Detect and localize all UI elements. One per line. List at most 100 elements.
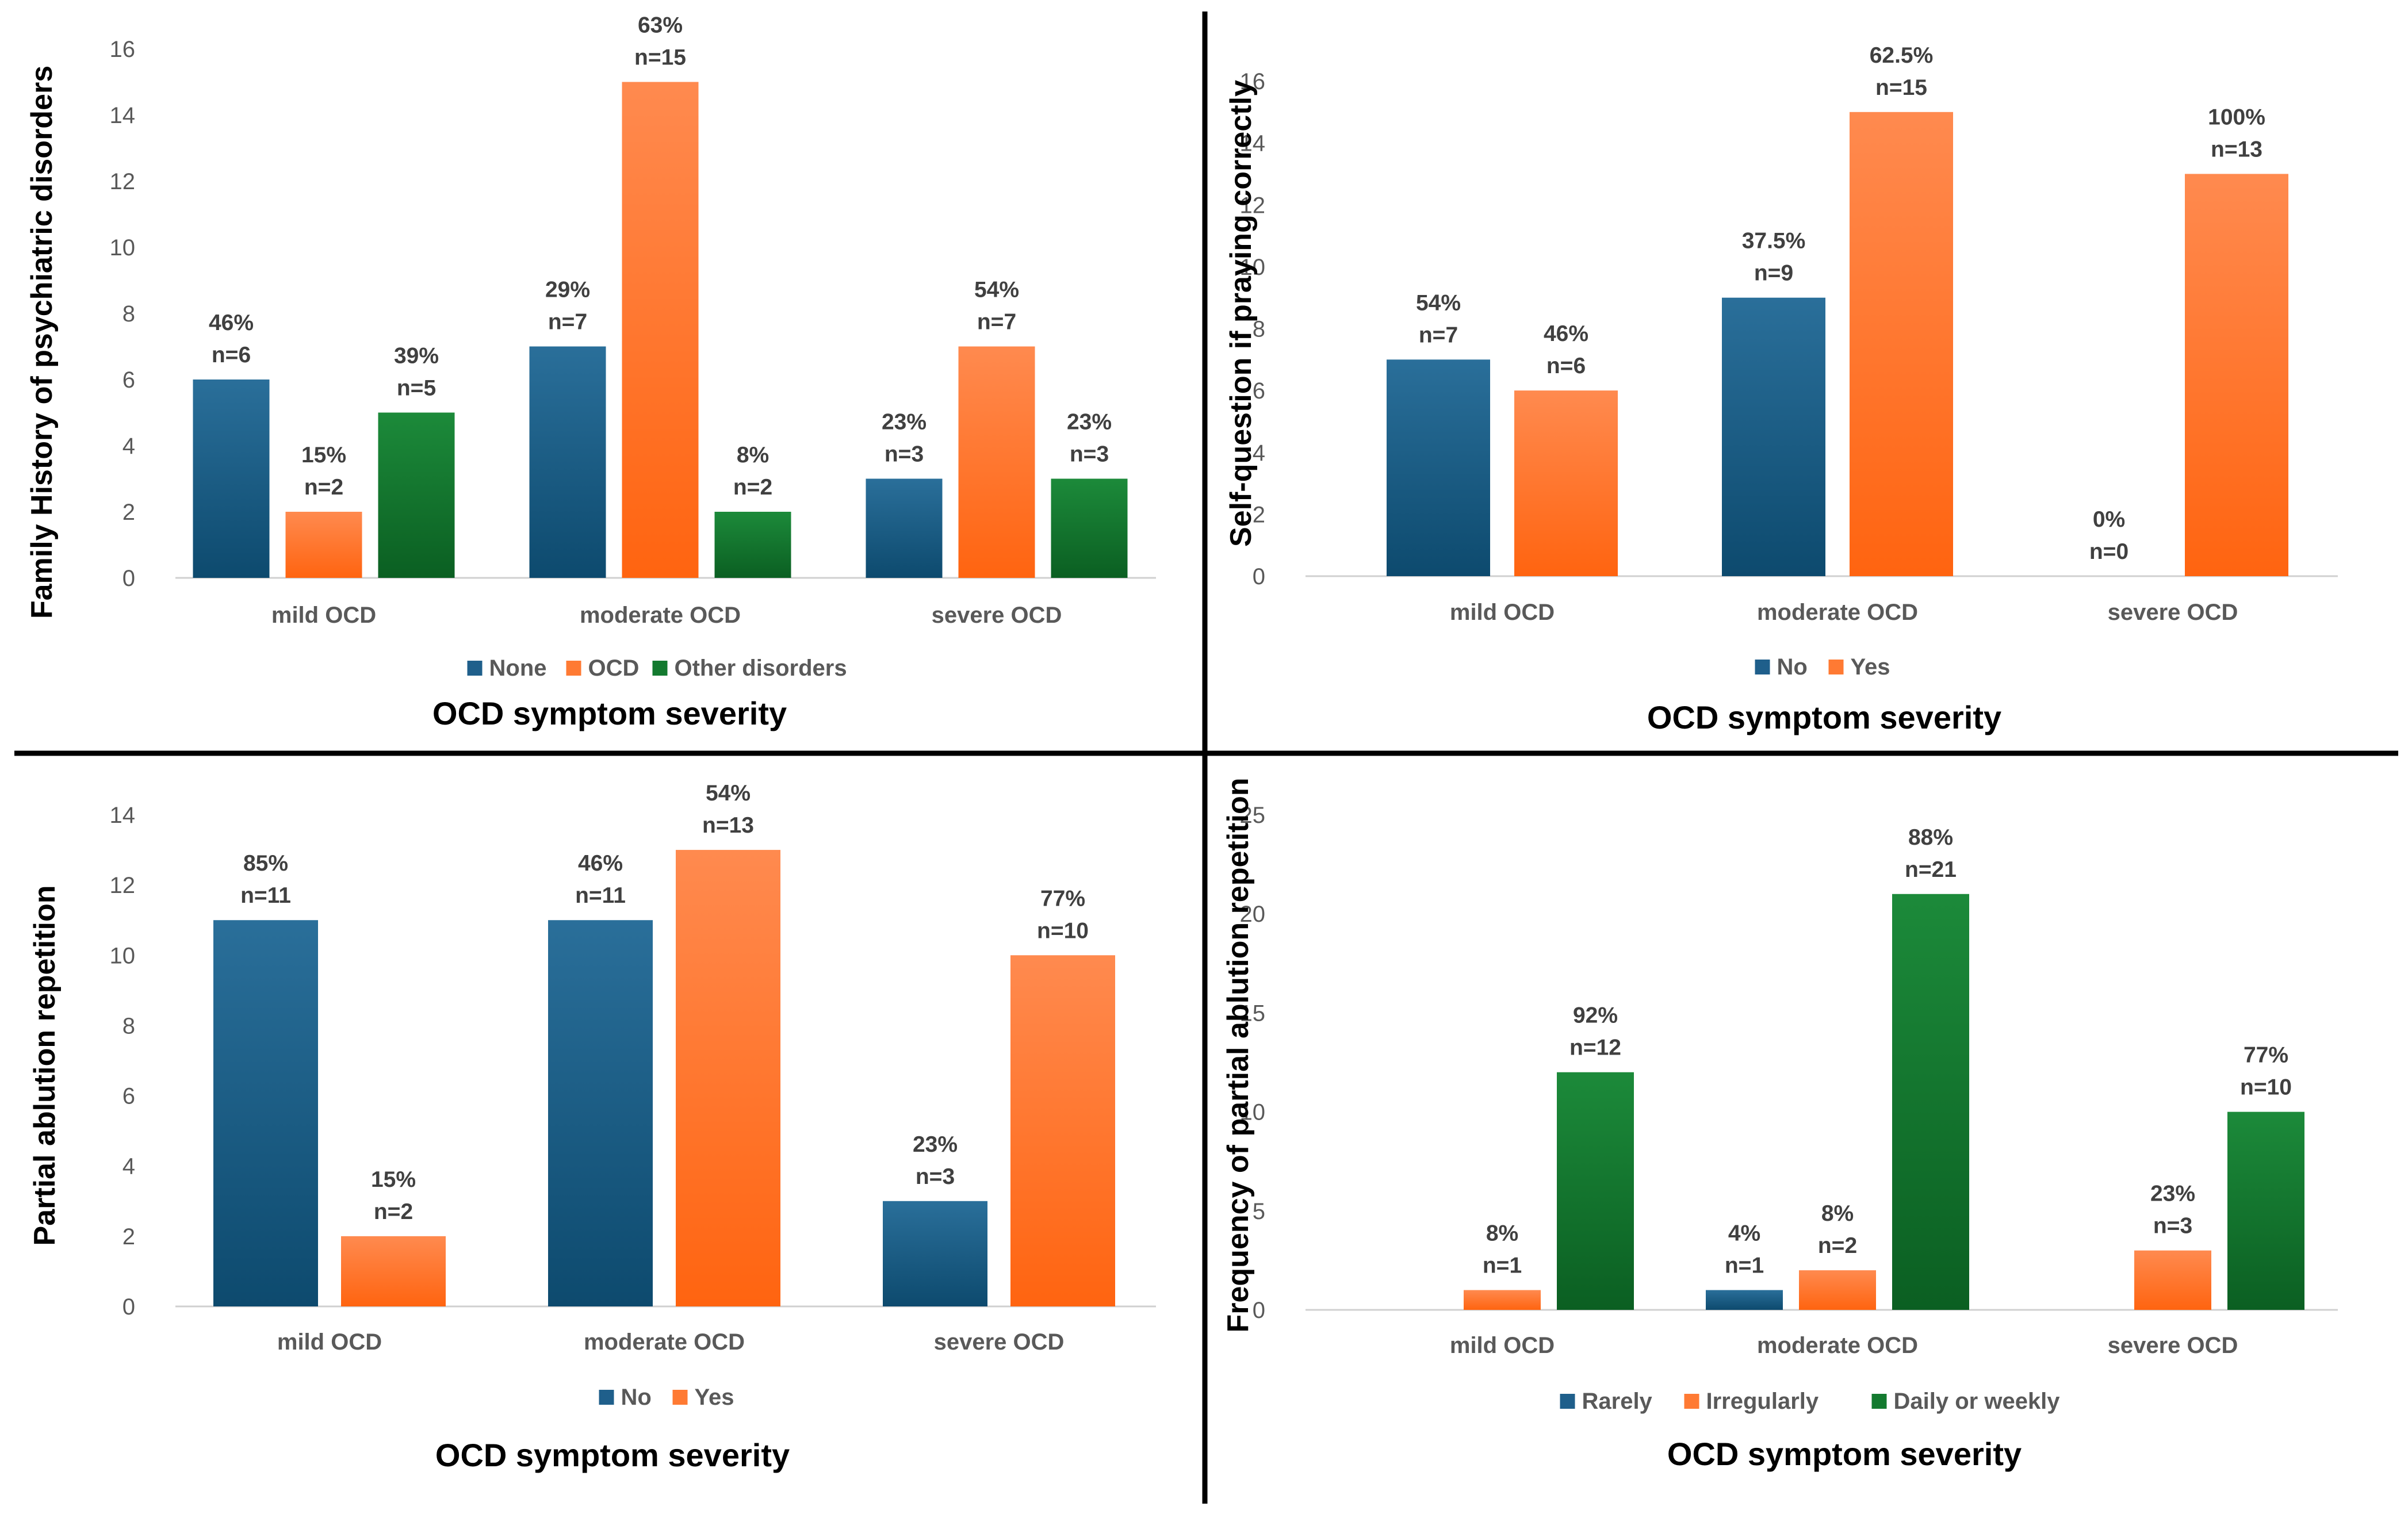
y-tick-label: 14 [1240, 131, 1266, 156]
bar-rarely [1706, 1290, 1783, 1310]
bar-no [213, 920, 318, 1306]
y-tick-label: 10 [1240, 1100, 1266, 1125]
legend-label: Daily or weekly [1894, 1389, 2061, 1414]
y-tick-label: 12 [110, 169, 136, 194]
x-category-label: moderate OCD [584, 1329, 745, 1355]
x-axis-title: OCD symptom severity [435, 1437, 790, 1473]
y-tick-label: 15 [1240, 1001, 1266, 1026]
y-axis-title: Frequency of partial ablution repetition [1222, 778, 1255, 1333]
data-label: 4% n=1 [1725, 1221, 1764, 1278]
chart-3: 0 2 4 6 8 10 12 14 Partial ablution repetition mi… [28, 781, 1156, 1473]
legend-label: Irregularly [1706, 1389, 1819, 1414]
legend-swatch [1560, 1394, 1575, 1409]
bar-other-disorders [1051, 478, 1128, 578]
y-tick-label: 2 [122, 1224, 135, 1249]
data-label: 77% n=10 [1037, 886, 1089, 943]
y-axis-title: Partial ablution repetition [28, 886, 62, 1246]
legend-swatch [1684, 1394, 1699, 1409]
y-tick-label: 12 [110, 873, 136, 898]
data-label: 15% n=2 [371, 1167, 416, 1224]
y-tick-label: 0 [1253, 1298, 1265, 1323]
y-tick-label: 4 [122, 1154, 135, 1179]
y-tick-label: 10 [1240, 255, 1266, 280]
legend-swatch [1828, 660, 1844, 674]
legend-label: Other disorders [675, 656, 847, 681]
legend-swatch [1871, 1394, 1887, 1409]
bar-other-disorders [714, 512, 791, 578]
x-category-label: mild OCD [1450, 600, 1555, 625]
legend-label: No [1777, 654, 1808, 680]
x-category-label: severe OCD [2108, 600, 2238, 625]
data-label: 23% n=3 [882, 410, 927, 467]
y-tick-label: 4 [1253, 440, 1265, 466]
bar-yes [341, 1236, 446, 1306]
bar-none [529, 346, 606, 578]
data-label: 46% n=6 [1544, 321, 1588, 378]
legend-label: Yes [1851, 654, 1890, 680]
y-tick-label: 14 [110, 103, 136, 128]
bar-yes [1514, 390, 1618, 576]
data-label: 100% n=13 [2208, 105, 2265, 162]
y-tick-label: 8 [122, 1013, 135, 1038]
x-axis-title: OCD symptom severity [432, 695, 787, 731]
data-label: 46% n=6 [209, 311, 254, 367]
legend: Rarely Irregularly Daily or weekly [1560, 1389, 2061, 1414]
data-label: 85% n=11 [240, 851, 291, 908]
data-label: 77% n=10 [2240, 1043, 2292, 1100]
data-label: 15% n=2 [301, 443, 346, 500]
data-label: 92% n=12 [1569, 1003, 1621, 1060]
legend: No Yes [599, 1385, 734, 1410]
bar-yes [1010, 955, 1115, 1306]
x-category-label: mild OCD [277, 1329, 382, 1355]
y-tick-label: 4 [122, 434, 135, 459]
legend-swatch [566, 661, 581, 676]
x-category-label: severe OCD [2108, 1333, 2238, 1358]
data-label: 39% n=5 [394, 344, 439, 401]
y-tick-label: 10 [110, 943, 136, 968]
data-label: 29% n=7 [545, 278, 590, 335]
legend-swatch [467, 661, 483, 676]
bar-daily-or-weekly [1557, 1072, 1634, 1310]
y-tick-label: 0 [1253, 564, 1265, 589]
y-tick-label: 2 [122, 500, 135, 525]
data-label: 23% n=3 [913, 1132, 958, 1189]
data-label: 88% n=21 [1905, 825, 1957, 882]
bar-no [883, 1201, 987, 1306]
legend-label: None [489, 656, 547, 681]
y-tick-label: 5 [1253, 1199, 1265, 1224]
data-label: 8% n=2 [733, 443, 772, 500]
x-axis-title: OCD symptom severity [1647, 699, 2001, 735]
bar-daily-or-weekly [2227, 1111, 2304, 1310]
y-axis-title: Self-question if praying correctly [1224, 80, 1258, 547]
y-tick-label: 2 [1253, 502, 1265, 527]
y-axis-title: Family History of psychiatric disorders [25, 66, 59, 619]
legend-swatch [599, 1390, 614, 1405]
y-tick-label: 0 [122, 1294, 135, 1320]
legend-label: No [621, 1385, 652, 1410]
bar-irregularly [1464, 1290, 1541, 1310]
x-category-label: severe OCD [934, 1329, 1065, 1355]
legend-swatch [672, 1390, 688, 1405]
legend: No Yes [1755, 654, 1890, 680]
legend-swatch [652, 661, 668, 676]
y-tick-label: 8 [1253, 317, 1265, 342]
bar-none [866, 478, 943, 578]
y-tick-label: 6 [122, 1084, 135, 1109]
y-tick-label: 16 [1240, 69, 1266, 94]
bar-irregularly [2134, 1250, 2211, 1310]
x-category-label: mild OCD [1450, 1333, 1555, 1358]
data-label: 54% n=13 [702, 781, 754, 838]
legend-label: Yes [695, 1385, 734, 1410]
bar-none [193, 380, 270, 578]
y-tick-label: 10 [110, 235, 136, 260]
bar-other-disorders [378, 412, 455, 578]
data-label: 54% n=7 [974, 278, 1019, 335]
y-tick-label: 12 [1240, 193, 1266, 218]
legend-swatch [1755, 660, 1770, 674]
y-tick-label: 6 [122, 367, 135, 393]
y-tick-label: 14 [110, 803, 136, 828]
bar-no [548, 920, 653, 1306]
bar-ocd [285, 512, 362, 578]
